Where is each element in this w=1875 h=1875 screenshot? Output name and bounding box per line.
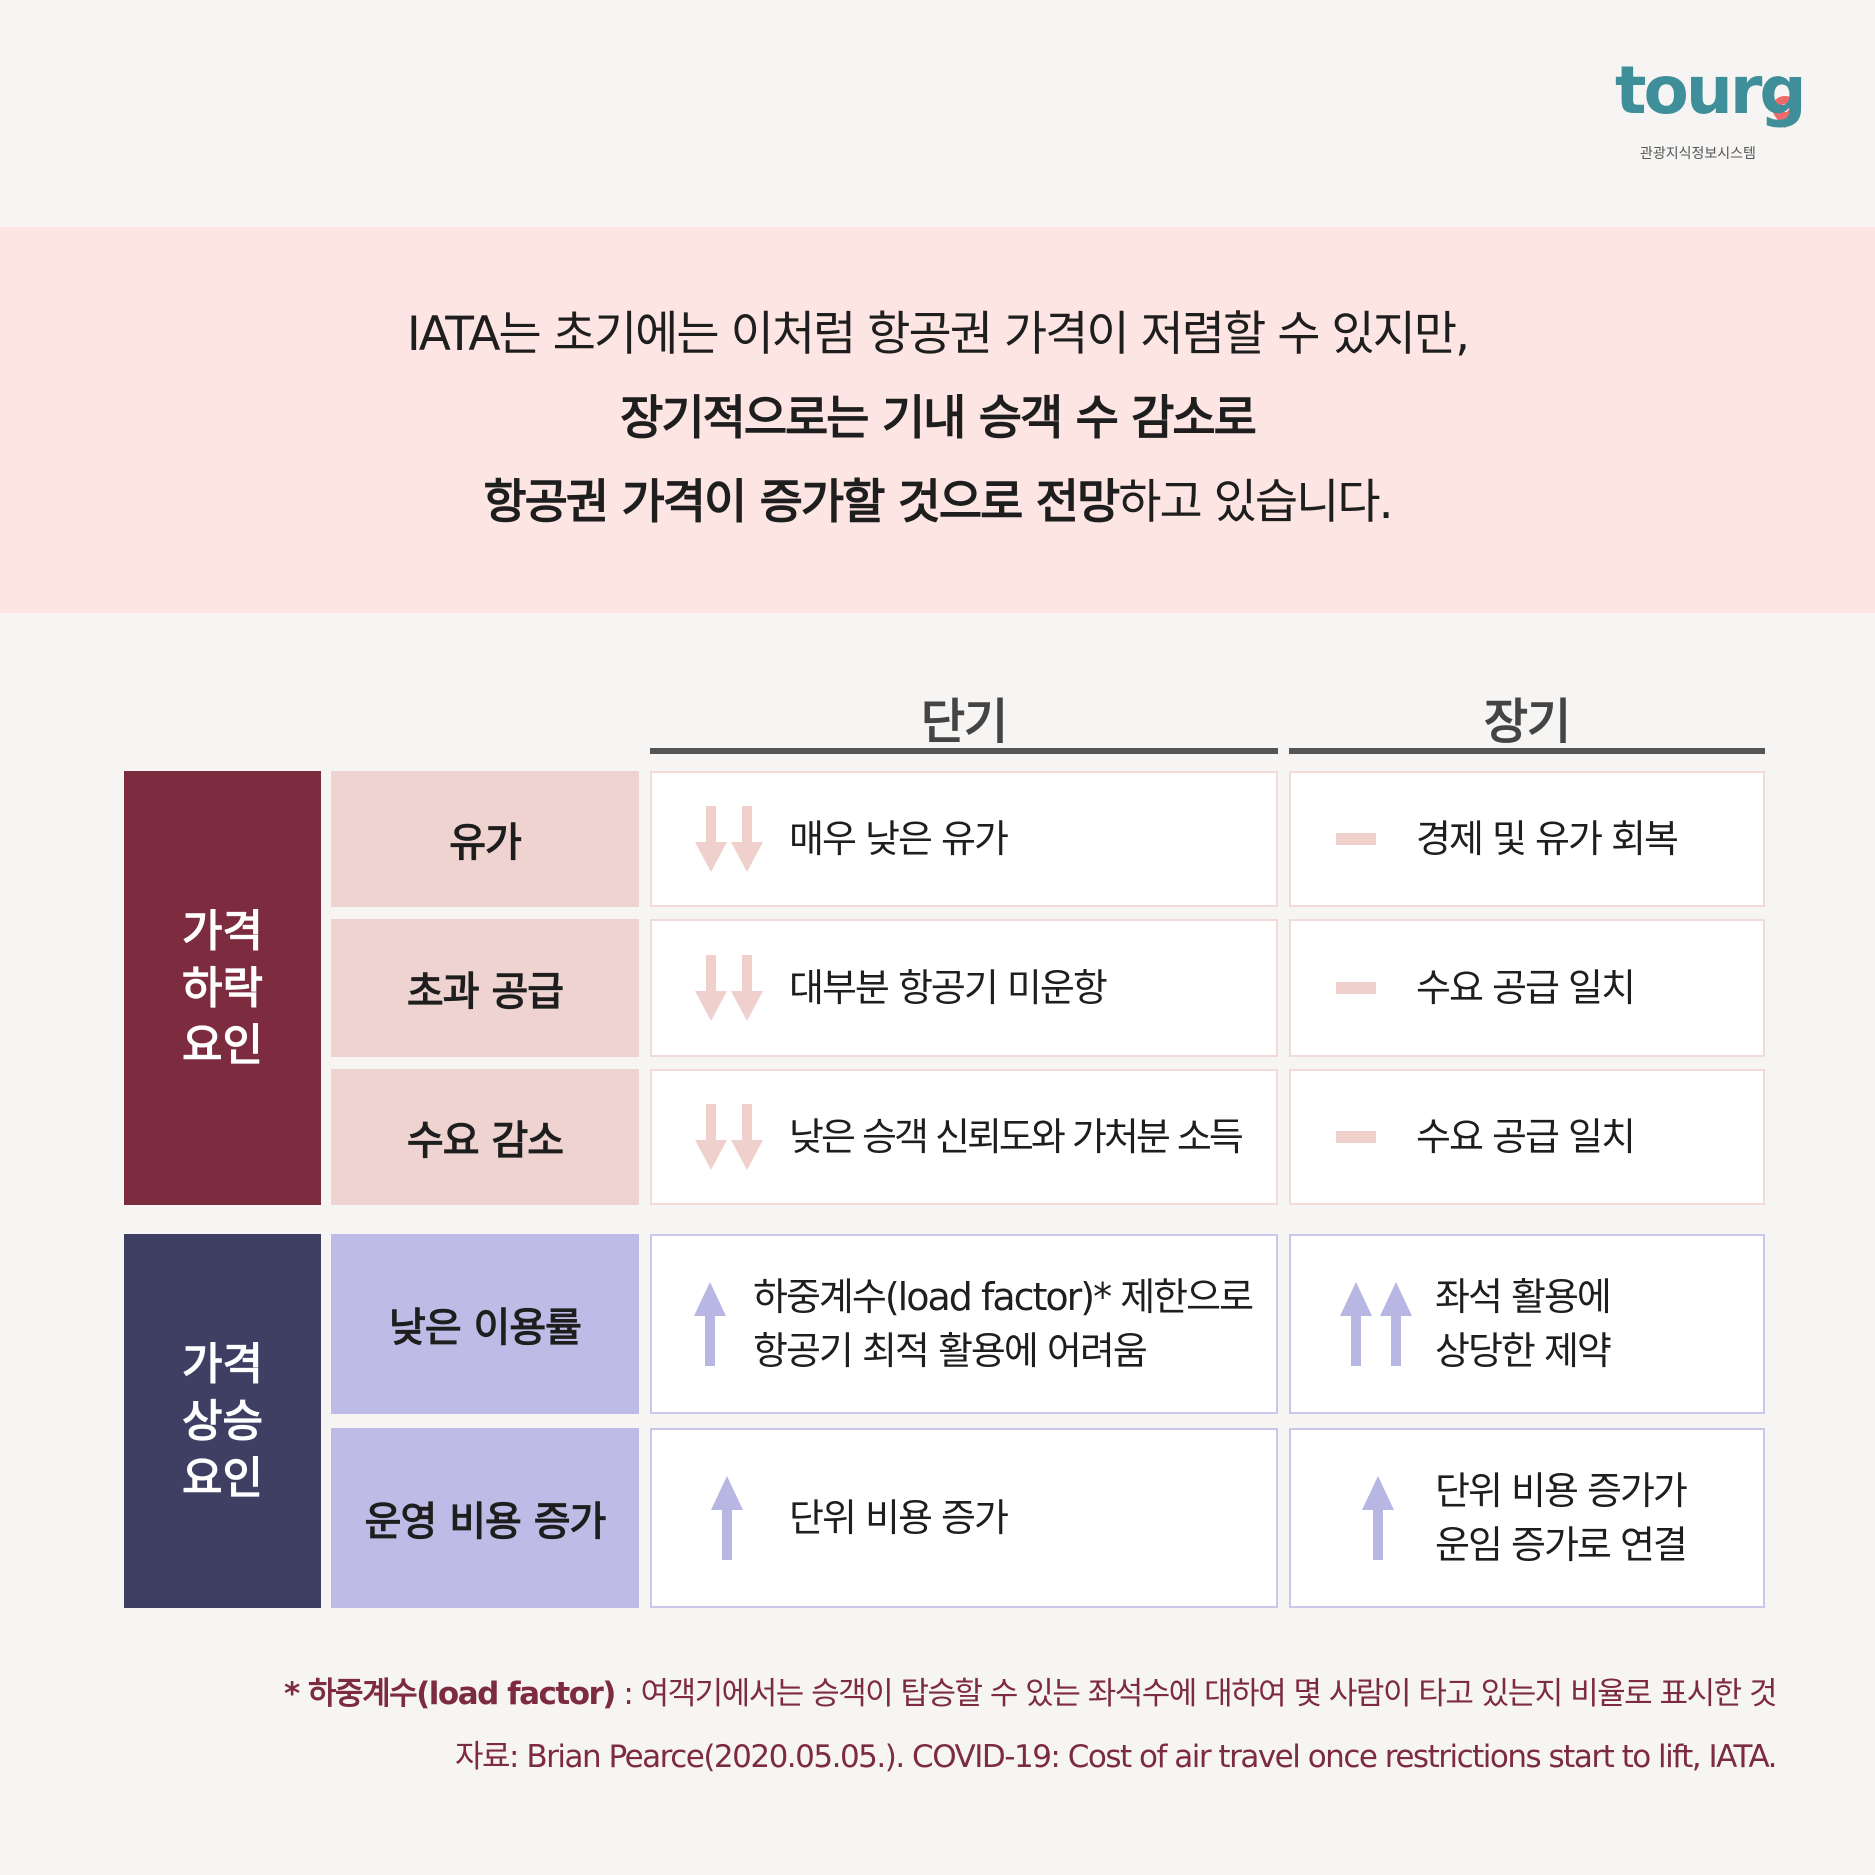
label-line: 요인 — [182, 1452, 263, 1504]
cell: 단위 비용 증가 — [650, 1428, 1278, 1608]
arrow-up — [711, 1476, 743, 1560]
cell-text: 경제 및 유가 회복 — [1416, 773, 1679, 905]
logo: tourg — [1615, 52, 1807, 129]
cell-text: 단위 비용 증가 — [789, 1430, 1009, 1606]
text-line: 단위 비용 증가 — [789, 1496, 1009, 1540]
cell-text: 매우 낮은 유가 — [789, 773, 1009, 905]
cell: 대부분 항공기 미운항 — [650, 919, 1278, 1057]
group-label: 가격 하락 요인 — [124, 771, 321, 1205]
cell: 낮은 승객 신뢰도와 가처분 소득 — [650, 1069, 1278, 1205]
footnote-text: : 여객기에서는 승객이 탑승할 수 있는 좌석수에 대하여 몇 사람이 타고 … — [623, 1676, 1777, 1712]
text-line: 하중계수(load factor)* 제한으로 — [753, 1275, 1254, 1319]
arrow-down-double — [695, 955, 763, 1021]
factor: 수요 감소 — [331, 1069, 639, 1205]
cell-text: 수요 공급 일치 — [1416, 921, 1636, 1055]
cell-text: 대부분 항공기 미운항 — [789, 921, 1108, 1055]
label-line: 가격 — [182, 905, 263, 957]
cell: 매우 낮은 유가 — [650, 771, 1278, 907]
arrow-up — [694, 1282, 726, 1366]
label-line: 상승 — [182, 1395, 263, 1447]
header-bold: 항공권 가격이 증가할 것으로 전망 — [483, 475, 1120, 530]
label-line: 가격 — [182, 1338, 263, 1390]
dash — [1336, 1131, 1376, 1143]
factor: 유가 — [331, 771, 639, 907]
arrow-down-double — [695, 806, 763, 872]
arrow-up-double — [1340, 1282, 1412, 1366]
text-line: 상당한 제약 — [1435, 1329, 1612, 1373]
factor: 초과 공급 — [331, 919, 639, 1057]
factor: 낮은 이용률 — [331, 1234, 639, 1414]
header-band — [0, 227, 1875, 613]
cell: 경제 및 유가 회복 — [1289, 771, 1765, 907]
cell: 수요 공급 일치 — [1289, 1069, 1765, 1205]
dash — [1336, 833, 1376, 845]
footnote: * 하중계수(load factor) : 여객기에서는 승객이 탑승할 수 있… — [284, 1668, 1777, 1713]
logo-subtitle: 관광지식정보시스템 — [1640, 146, 1756, 162]
label-line: 하락 — [182, 962, 263, 1014]
cell-text: 수요 공급 일치 — [1416, 1071, 1636, 1203]
source: 자료: Brian Pearce(2020.05.05.). COVID-19:… — [455, 1739, 1777, 1775]
arrow-down-double — [695, 1104, 763, 1170]
text-line: 좌석 활용에 — [1435, 1275, 1612, 1319]
logo-pin — [1772, 96, 1798, 128]
column-header: 장기 — [1483, 694, 1571, 750]
text-line: 항공기 최적 활용에 어려움 — [753, 1329, 1148, 1373]
header-line: 항공권 가격이 증가할 것으로 전망하고 있습니다. — [0, 473, 1875, 533]
factor: 운영 비용 증가 — [331, 1428, 639, 1608]
cell: 수요 공급 일치 — [1289, 919, 1765, 1057]
text-line: 대부분 항공기 미운항 — [789, 966, 1108, 1010]
label-line: 요인 — [182, 1019, 263, 1071]
group-label: 가격 상승 요인 — [124, 1234, 321, 1608]
dash — [1336, 982, 1376, 994]
text-line: 운임 증가로 연결 — [1435, 1523, 1688, 1567]
header-text: 하고 있습니다. — [1118, 475, 1393, 530]
cell-text: 낮은 승객 신뢰도와 가처분 소득 — [789, 1071, 1244, 1203]
text-line: 단위 비용 증가가 — [1435, 1469, 1688, 1513]
header-line: IATA는 초기에는 이처럼 항공권 가격이 저렴할 수 있지만, — [406, 307, 1470, 362]
arrow-up — [1362, 1476, 1394, 1560]
column-underline — [1289, 748, 1765, 754]
footnote-term: * 하중계수(load factor) — [284, 1676, 616, 1712]
text-line: 수요 공급 일치 — [1416, 966, 1636, 1010]
text-line: 경제 및 유가 회복 — [1416, 817, 1679, 861]
text-line: 매우 낮은 유가 — [789, 817, 1009, 861]
text-line: 수요 공급 일치 — [1416, 1115, 1636, 1159]
column-underline — [650, 748, 1278, 754]
header-line: 장기적으로는 기내 승객 수 감소로 — [620, 391, 1257, 446]
column-header: 단기 — [920, 694, 1008, 750]
text-line: 낮은 승객 신뢰도와 가처분 소득 — [789, 1115, 1244, 1159]
